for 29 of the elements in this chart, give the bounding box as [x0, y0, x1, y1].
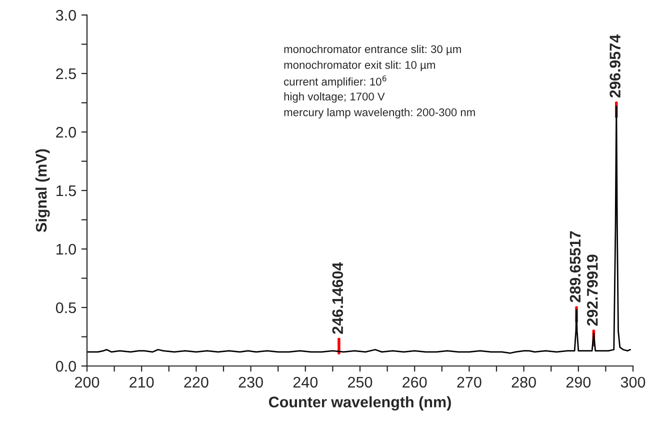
- annotation: high voltage; 1700 V: [284, 92, 385, 103]
- annotation: 246.14604: [332, 262, 344, 334]
- annotation: monochromator entrance slit: 30 µm: [284, 44, 461, 56]
- x-tick-label: 250: [348, 376, 372, 388]
- y-axis-title: Signal (mV): [35, 149, 50, 232]
- x-tick-label: 280: [512, 376, 536, 388]
- x-tick-label: 300: [620, 376, 646, 388]
- x-tick-label: 210: [130, 376, 154, 388]
- y-tick-label: 2.0: [56, 126, 76, 138]
- annotation: 292.79919: [586, 254, 598, 326]
- x-tick-label: 240: [293, 376, 318, 388]
- annotation: mercury lamp wavelength: 200-300 nm: [284, 108, 475, 118]
- y-tick-label: 3.0: [56, 10, 76, 21]
- y-tick-label: 0.5: [56, 302, 76, 314]
- x-tick-label: 290: [566, 376, 591, 388]
- y-tick-label: 1.5: [56, 186, 76, 196]
- y-tick-label: 1.0: [56, 244, 76, 255]
- x-tick-label: 230: [238, 376, 263, 388]
- y-tick-label: 2.5: [56, 68, 76, 80]
- annotation: monochromator exit slit: 10 µm: [284, 60, 435, 72]
- annotation: current amplifier: 10$^{6}$: [284, 75, 386, 88]
- x-tick-label: 220: [184, 376, 208, 388]
- y-tick-label: 0.0: [56, 360, 76, 372]
- x-axis-title: Counter wavelength (nm): [268, 396, 451, 411]
- annotation: 289.65517: [570, 231, 581, 302]
- annotation: 296.9574: [610, 34, 620, 98]
- x-tick-label: 200: [75, 376, 100, 388]
- x-tick-label: 260: [402, 376, 427, 388]
- x-tick-label: 270: [457, 376, 482, 388]
